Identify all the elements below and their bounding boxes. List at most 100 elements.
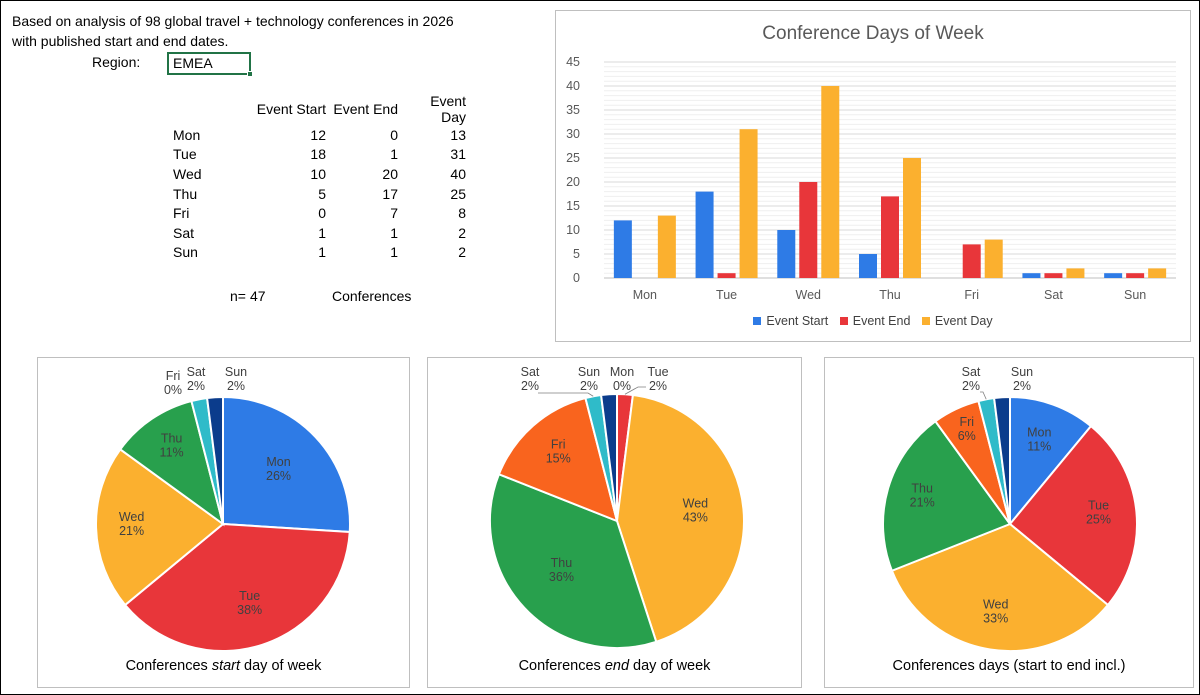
bar-event-day-fri[interactable] [984, 239, 1003, 278]
cell-event-end: 1 [390, 146, 398, 163]
cell-event-end: 1 [390, 224, 398, 241]
legend-item-event-end: Event End [839, 314, 910, 328]
start-day-pie-title-pre: Conferences [125, 658, 212, 674]
pie-label-percent: 26% [266, 469, 291, 483]
n-unit: Conferences [332, 288, 412, 304]
end-day-pie-title: Conferences end day of week [428, 658, 801, 674]
x-tick-label: Thu [879, 288, 901, 302]
table-row: Mon 12 0 13 [167, 125, 470, 145]
pie-slice-fri[interactable] [497, 396, 619, 523]
bar-event-start-thu[interactable] [859, 254, 877, 278]
start-day-pie-panel[interactable]: Mon 26% Tue 38% Wed 21% Thu 11% Fri 0% Sat 2% Sun 2% … [37, 357, 410, 688]
table-header-event-day: Event Day [430, 93, 466, 125]
bar-chart-panel[interactable]: Conference Days of Week 0 5 10 15 20 25 30 35 40… [555, 10, 1191, 342]
bar-event-day-sat[interactable] [1066, 268, 1085, 278]
bar-event-end-fri[interactable] [962, 244, 981, 278]
cell-event-end: 7 [390, 205, 398, 222]
cell-event-day: 2 [458, 244, 466, 261]
y-tick-label: 15 [566, 199, 580, 213]
pie-label-percent: 33% [983, 611, 1008, 625]
table-header-row: Event Start Event End Event Day [167, 93, 470, 125]
pie-label-name: Mon [266, 455, 290, 469]
bar-event-start-wed[interactable] [777, 230, 796, 278]
bar-event-start-mon[interactable] [613, 220, 632, 278]
table-row: Fri 0 7 8 [167, 203, 470, 223]
pie-label-percent: 43% [683, 511, 708, 525]
legend-label-event-start: Event Start [766, 314, 829, 328]
x-tick-label: Sat [1044, 288, 1063, 302]
cell-event-day: 13 [450, 126, 466, 143]
pie-slice-thu[interactable] [118, 399, 225, 527]
pie-slice-tue[interactable] [1008, 424, 1138, 607]
bar-event-start-tue[interactable] [695, 191, 714, 278]
pie-slice-mon[interactable] [222, 395, 351, 534]
y-tick-label: 20 [566, 175, 580, 189]
end-day-pie-panel[interactable]: Mon 0% Tue 2% Wed 43% Thu 36% Fri 15% Sat 2% Sun 2% C… [427, 357, 802, 688]
bar-event-day-wed[interactable] [821, 86, 840, 278]
cell-event-end: 17 [382, 185, 398, 202]
region-value: EMEA [173, 55, 213, 71]
start-day-pie-title-post: day of week [240, 658, 322, 674]
bar-event-end-thu[interactable] [881, 196, 899, 278]
end-day-pie-title-post: day of week [629, 658, 711, 674]
bar-event-day-tue[interactable] [739, 129, 758, 278]
pie-label-name: Thu [161, 431, 183, 445]
bar-event-day-mon[interactable] [657, 215, 676, 278]
leader-line [624, 386, 646, 395]
cell-day: Sat [173, 224, 195, 241]
pie-label-name: Mon [610, 365, 634, 379]
x-tick-label: Wed [796, 288, 822, 302]
pie-slice-sun[interactable] [992, 395, 1011, 525]
pie-label-name: Sat [521, 365, 540, 379]
pie-label-percent: 11% [160, 445, 184, 459]
bar-event-end-tue[interactable] [717, 273, 736, 278]
pie-slice-tue[interactable] [123, 522, 351, 652]
start-day-pie-title: Conferences start day of week [38, 658, 409, 674]
day-counts-table: Event Start Event End Event Day Mon 12 0 13… [167, 93, 470, 262]
x-tick-label: Tue [716, 288, 737, 302]
table-row: Sat 1 1 2 [167, 223, 470, 243]
pie-slice-thu[interactable] [489, 472, 658, 649]
bar-event-start-sun[interactable] [1104, 273, 1123, 278]
pie-label-name: Thu [911, 481, 933, 495]
pie-slice-wed[interactable] [890, 522, 1110, 652]
y-tick-label: 5 [573, 247, 580, 261]
pie-label-percent: 11% [1027, 440, 1051, 454]
pie-slice-wed[interactable] [615, 393, 745, 644]
pie-slice-mon[interactable] [1009, 395, 1093, 527]
pie-slice-thu[interactable] [882, 419, 1012, 573]
table-row: Thu 5 17 25 [167, 184, 470, 204]
bar-event-end-wed[interactable] [799, 182, 818, 278]
cell-event-end: 0 [390, 126, 398, 143]
pie-label-percent: 0% [613, 379, 631, 393]
fill-handle[interactable] [247, 71, 253, 77]
pie-label-percent: 25% [1086, 513, 1111, 527]
pie-slice-sun[interactable] [599, 392, 618, 522]
pie-label-name: Thu [551, 556, 573, 570]
pie-slice-sun[interactable] [205, 395, 224, 525]
pie-label-percent: 0% [164, 383, 182, 397]
bar-event-day-thu[interactable] [903, 158, 921, 278]
region-input[interactable]: EMEA [167, 52, 253, 77]
bar-event-end-sat[interactable] [1044, 273, 1063, 278]
event-days-pie-panel[interactable]: Mon 11% Tue 25% Wed 33% Thu 21% Fri 6% Sat 2% Sun 2% … [824, 357, 1194, 688]
bar-event-end-sun[interactable] [1126, 273, 1145, 278]
n-value: 47 [250, 288, 266, 304]
pie-label-name: Sun [225, 365, 247, 379]
leader-line [538, 392, 594, 397]
y-tick-label: 30 [566, 127, 580, 141]
cell-event-start: 1 [318, 224, 326, 241]
x-tick-label: Sun [1124, 288, 1146, 302]
y-tick-label: 40 [566, 79, 580, 93]
bar-event-day-sun[interactable] [1148, 268, 1167, 278]
pie-label-name: Tue [1088, 499, 1109, 513]
cell-day: Fri [173, 205, 190, 222]
bar-event-start-sat[interactable] [1022, 273, 1041, 278]
pie-label-percent: 2% [649, 379, 667, 393]
cell-event-day: 8 [458, 205, 466, 222]
y-tick-label: 0 [573, 271, 580, 285]
pie-slice-wed[interactable] [95, 447, 225, 607]
cell-event-start: 1 [318, 244, 326, 261]
cell-event-end: 1 [390, 244, 398, 261]
